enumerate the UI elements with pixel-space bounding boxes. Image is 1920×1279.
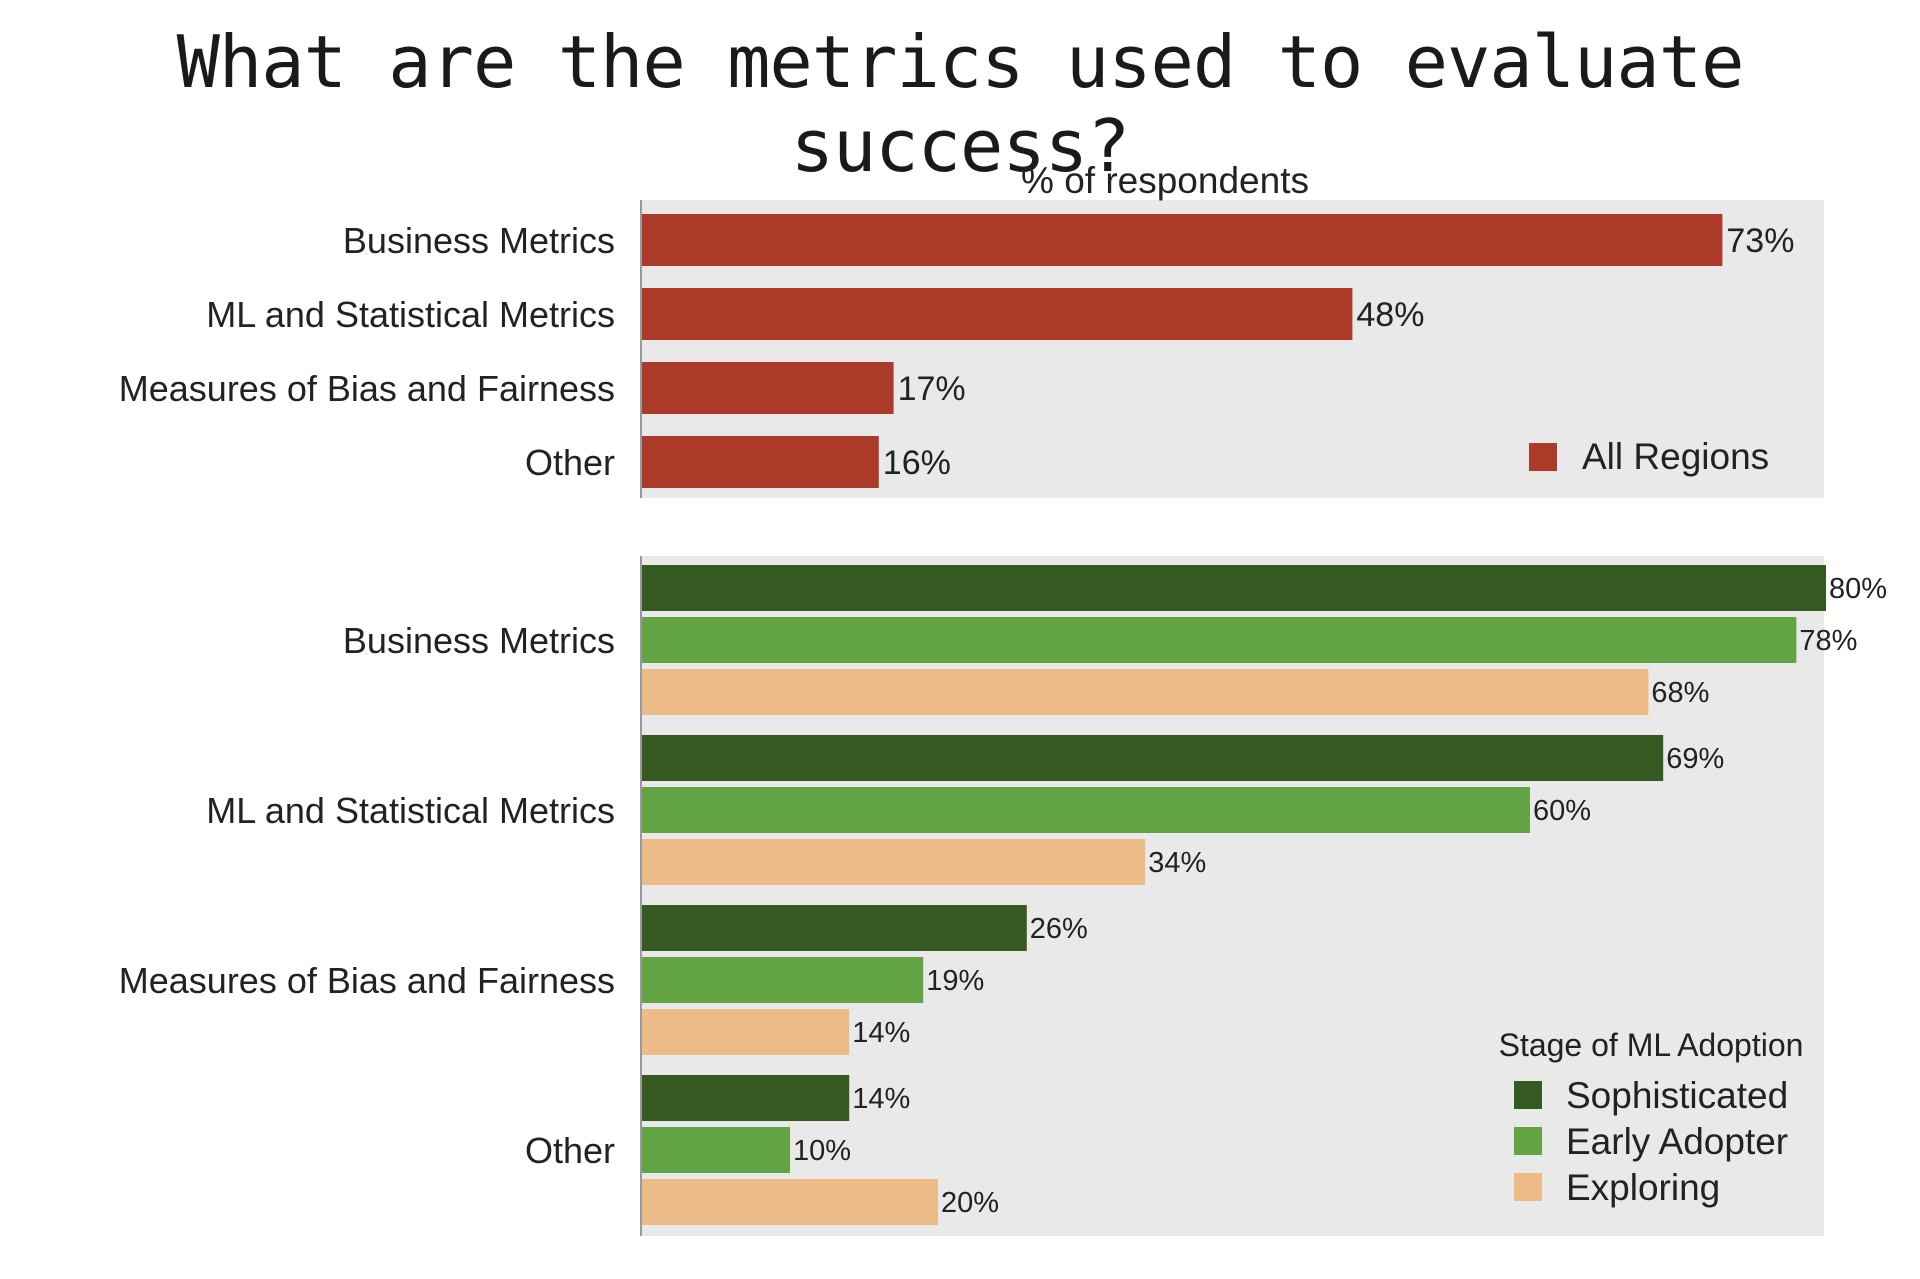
axis-title: % of respondents [1021,160,1309,201]
bar-exploring-ml-and-statistical-metrics [642,839,1146,885]
bar-early-adopter-measures-of-bias-and-fairness [642,957,924,1003]
data-label-all-regions-business-metrics: 73% [1726,222,1794,260]
bar-all-regions-business-metrics [642,214,1723,266]
bar-sophisticated-other [642,1075,850,1121]
data-label-early-adopter-ml-and-statistical-metrics: 60% [1533,795,1591,827]
bar-early-adopter-ml-and-statistical-metrics [642,787,1530,833]
bars-all-regions: 73% 48% 17% 16% [642,214,1794,488]
bars-stage-of-adoption: 80%78%68%69%60%34%26%19%14%14%10%20% [642,565,1887,1225]
category-label-ml-and-statistical-metrics: ML and Statistical Metrics [206,790,615,831]
data-label-all-regions-other: 16% [883,444,951,482]
bar-all-regions-measures-of-bias-and-fairness [642,362,894,414]
data-label-early-adopter-other: 10% [793,1135,851,1167]
legend-label-all-regions: All Regions [1582,436,1769,477]
data-label-all-regions-ml-and-statistical-metrics: 48% [1356,296,1424,334]
category-labels-bottom: Business Metrics ML and Statistical Metri… [119,620,615,1171]
data-label-exploring-ml-and-statistical-metrics: 34% [1148,847,1206,879]
data-label-exploring-other: 20% [941,1187,999,1219]
data-label-exploring-business-metrics: 68% [1651,677,1709,709]
category-label-measures-of-bias-and-fairness: Measures of Bias and Fairness [119,960,615,1001]
data-label-all-regions-measures-of-bias-and-fairness: 17% [898,370,966,408]
bar-exploring-other [642,1179,938,1225]
category-label-other: Other [525,442,615,483]
bar-early-adopter-business-metrics [642,617,1797,663]
legend-label-exploring: Exploring [1566,1167,1720,1208]
legend-bottom: Stage of ML Adoption Sophisticated Early… [1499,1027,1804,1208]
bar-all-regions-other [642,436,879,488]
data-label-sophisticated-measures-of-bias-and-fairness: 26% [1030,913,1088,945]
category-label-ml-and-statistical-metrics: ML and Statistical Metrics [206,294,615,335]
legend-top: All Regions [1529,436,1769,477]
legend-label-sophisticated: Sophisticated [1566,1075,1788,1116]
bar-exploring-measures-of-bias-and-fairness [642,1009,850,1055]
legend-label-early-adopter: Early Adopter [1566,1121,1788,1162]
data-label-sophisticated-ml-and-statistical-metrics: 69% [1666,743,1724,775]
category-labels-top: Business Metrics ML and Statistical Metri… [119,220,615,483]
chart-all-regions: % of respondents Business Metrics ML and … [119,160,1824,498]
data-label-early-adopter-business-metrics: 78% [1799,625,1857,657]
category-label-business-metrics: Business Metrics [343,620,615,661]
bar-sophisticated-ml-and-statistical-metrics [642,735,1664,781]
data-label-sophisticated-business-metrics: 80% [1829,573,1887,605]
bar-exploring-business-metrics [642,669,1649,715]
bar-sophisticated-measures-of-bias-and-fairness [642,905,1027,951]
legend-swatch-all-regions [1529,443,1557,471]
legend-swatch-early-adopter [1514,1127,1542,1155]
legend-title: Stage of ML Adoption [1499,1027,1804,1063]
category-label-other: Other [525,1130,615,1171]
legend-swatch-sophisticated [1514,1081,1542,1109]
category-label-measures-of-bias-and-fairness: Measures of Bias and Fairness [119,368,615,409]
chart-stage-of-adoption: Business Metrics ML and Statistical Metri… [119,556,1887,1236]
data-label-exploring-measures-of-bias-and-fairness: 14% [852,1017,910,1049]
category-label-business-metrics: Business Metrics [343,220,615,261]
page-title: What are the metrics used to evaluate su… [176,20,1745,188]
bar-sophisticated-business-metrics [642,565,1826,611]
bar-early-adopter-other [642,1127,790,1173]
data-label-early-adopter-measures-of-bias-and-fairness: 19% [926,965,984,997]
data-label-sophisticated-other: 14% [852,1083,910,1115]
legend-swatch-exploring [1514,1173,1542,1201]
bar-all-regions-ml-and-statistical-metrics [642,288,1353,340]
